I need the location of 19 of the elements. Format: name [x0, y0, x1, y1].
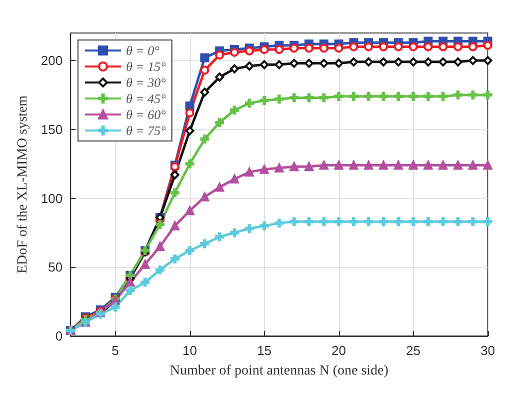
x-tick-label: 5: [112, 343, 119, 358]
legend-label: θ = 45°: [126, 91, 166, 106]
y-tick-label: 0: [55, 328, 63, 344]
y-tick-label: 150: [40, 122, 63, 137]
x-tick-label: 30: [480, 343, 496, 358]
x-tick-label: 15: [257, 343, 272, 358]
y-axis-title: EDoF of the XL-MIMO system: [16, 95, 30, 274]
legend-label: θ = 0°: [126, 43, 160, 58]
x-tick-label: 20: [332, 343, 346, 358]
legend-label: θ = 60°: [126, 107, 166, 122]
legend-label: θ = 30°: [126, 75, 166, 90]
y-tick-label: 100: [40, 190, 63, 206]
x-tick-label: 10: [182, 343, 198, 358]
legend-label: θ = 75°: [126, 123, 166, 138]
x-tick-label: 25: [406, 343, 421, 358]
y-tick-label: 200: [40, 53, 63, 68]
y-tick-label: 50: [48, 260, 63, 275]
x-axis-title: Number of point antennas N (one side): [170, 364, 389, 378]
legend-label: θ = 15°: [126, 59, 166, 74]
